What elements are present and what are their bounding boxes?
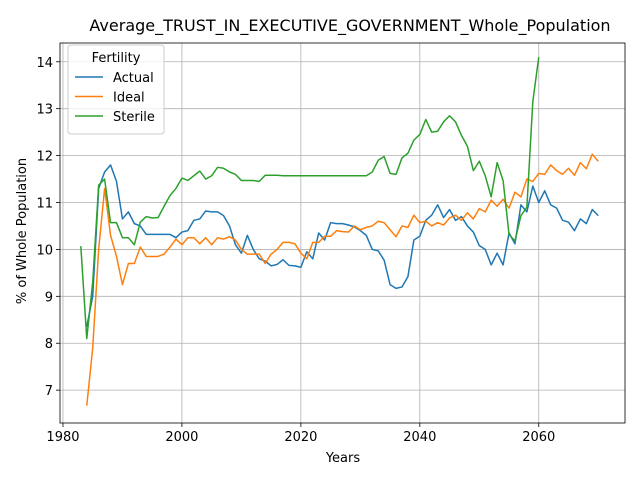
x-axis: 1980 2000 2020 2040 2060 bbox=[46, 423, 555, 445]
x-tick-label: 2060 bbox=[522, 430, 555, 445]
x-tick-label: 2000 bbox=[165, 430, 198, 445]
y-tick-label: 14 bbox=[36, 56, 53, 71]
x-tick-label: 2020 bbox=[284, 430, 317, 445]
series-lines bbox=[80, 56, 599, 406]
legend-label-ideal: Ideal bbox=[113, 91, 145, 106]
series-line-sterile bbox=[80, 56, 540, 340]
series-line-actual bbox=[86, 164, 599, 327]
y-tick-label: 8 bbox=[45, 337, 53, 352]
plot-area-frame bbox=[59, 42, 626, 424]
legend-entries: Actual Ideal Sterile bbox=[75, 71, 155, 125]
y-tick-label: 12 bbox=[36, 150, 53, 165]
legend-label-actual: Actual bbox=[113, 71, 154, 86]
y-axis-label: % of Whole Population bbox=[15, 158, 30, 304]
y-tick-label: 10 bbox=[36, 243, 53, 258]
y-tick-label: 9 bbox=[45, 290, 53, 305]
legend-label-sterile: Sterile bbox=[113, 110, 155, 125]
chart-title: Average_TRUST_IN_EXECUTIVE_GOVERNMENT_Wh… bbox=[89, 16, 610, 36]
series-line-ideal bbox=[86, 153, 599, 406]
y-tick-label: 11 bbox=[36, 197, 53, 212]
x-axis-label: Years bbox=[325, 451, 361, 466]
x-tick-label: 1980 bbox=[46, 430, 79, 445]
x-tick-label: 2040 bbox=[403, 430, 436, 445]
y-axis: 7 8 9 10 11 12 13 14 bbox=[36, 56, 60, 399]
legend-title: Fertility bbox=[92, 51, 141, 66]
legend-box bbox=[67, 44, 165, 135]
legend: Fertility Actual Ideal Sterile bbox=[67, 44, 165, 135]
y-tick-label: 13 bbox=[36, 103, 53, 118]
y-tick-label: 7 bbox=[45, 384, 53, 399]
